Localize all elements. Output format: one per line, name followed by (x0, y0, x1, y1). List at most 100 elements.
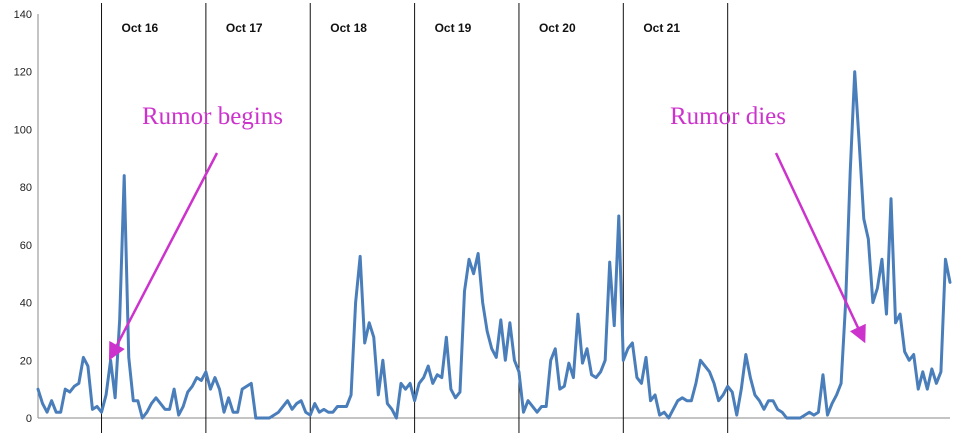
data-point (305, 411, 307, 413)
data-point (922, 371, 924, 373)
data-point (391, 408, 393, 410)
data-point (881, 258, 883, 260)
data-point (768, 400, 770, 402)
data-point (350, 394, 352, 396)
data-point (640, 382, 642, 384)
data-point (545, 405, 547, 407)
data-point (522, 411, 524, 413)
data-point (42, 403, 44, 405)
data-point (622, 359, 624, 361)
data-point (713, 382, 715, 384)
data-point (255, 417, 257, 419)
data-point (182, 405, 184, 407)
data-point (904, 351, 906, 353)
data-point (690, 400, 692, 402)
data-point (237, 411, 239, 413)
data-point (777, 408, 779, 410)
data-point (477, 253, 479, 255)
data-point (808, 411, 810, 413)
data-point (745, 354, 747, 356)
data-point (804, 414, 806, 416)
data-point (432, 382, 434, 384)
data-point (323, 408, 325, 410)
day-labels: Oct 16 Oct 17 Oct 18 Oct 19 Oct 20 Oct 21 (122, 21, 681, 35)
data-point (314, 403, 316, 405)
data-point (699, 359, 701, 361)
data-point (309, 414, 311, 416)
data-point (291, 408, 293, 410)
data-point (178, 414, 180, 416)
data-point (931, 368, 933, 370)
data-point (650, 400, 652, 402)
data-point (613, 325, 615, 327)
data-point (46, 411, 48, 413)
data-point (377, 394, 379, 396)
data-point (468, 258, 470, 260)
data-point (409, 382, 411, 384)
data-point (173, 388, 175, 390)
data-point (872, 302, 874, 304)
data-point (763, 408, 765, 410)
data-point (500, 319, 502, 321)
data-point (318, 411, 320, 413)
annotation-rumor-begins: Rumor begins (108, 103, 283, 361)
data-point (105, 394, 107, 396)
y-tick-label: 100 (14, 124, 32, 136)
data-point (150, 403, 152, 405)
data-point (636, 377, 638, 379)
day-label: Oct 19 (435, 21, 472, 35)
data-point (155, 397, 157, 399)
data-point (568, 362, 570, 364)
data-point (486, 330, 488, 332)
data-point (863, 218, 865, 220)
data-point (200, 379, 202, 381)
data-point (600, 371, 602, 373)
data-point (672, 408, 674, 410)
data-point (854, 71, 856, 73)
data-point (300, 400, 302, 402)
data-point (250, 382, 252, 384)
data-point (681, 397, 683, 399)
day-dividers (101, 3, 729, 433)
data-point (890, 198, 892, 200)
data-point (259, 417, 261, 419)
data-point (645, 356, 647, 358)
data-point (513, 359, 515, 361)
data-point (218, 388, 220, 390)
data-point (740, 388, 742, 390)
data-point (441, 377, 443, 379)
data-point (414, 400, 416, 402)
data-point (418, 382, 420, 384)
data-point (114, 397, 116, 399)
data-point (709, 371, 711, 373)
data-point (169, 408, 171, 410)
data-point (718, 400, 720, 402)
data-point (572, 377, 574, 379)
data-point (836, 394, 838, 396)
data-point (495, 356, 497, 358)
data-point (400, 382, 402, 384)
data-point (731, 391, 733, 393)
data-point (119, 319, 121, 321)
data-point (336, 405, 338, 407)
series-line (36, 70, 952, 420)
data-point (822, 374, 824, 376)
data-point (654, 394, 656, 396)
data-point (87, 365, 89, 367)
data-point (373, 336, 375, 338)
data-point (727, 385, 729, 387)
data-point (563, 385, 565, 387)
data-point (191, 385, 193, 387)
data-point (749, 377, 751, 379)
day-label: Oct 17 (226, 21, 263, 35)
data-point (196, 377, 198, 379)
data-point (277, 411, 279, 413)
data-point (559, 388, 561, 390)
data-point (268, 417, 270, 419)
data-point (913, 354, 915, 356)
data-point (341, 405, 343, 407)
data-point (609, 261, 611, 263)
data-point (282, 405, 284, 407)
data-point (949, 281, 951, 283)
